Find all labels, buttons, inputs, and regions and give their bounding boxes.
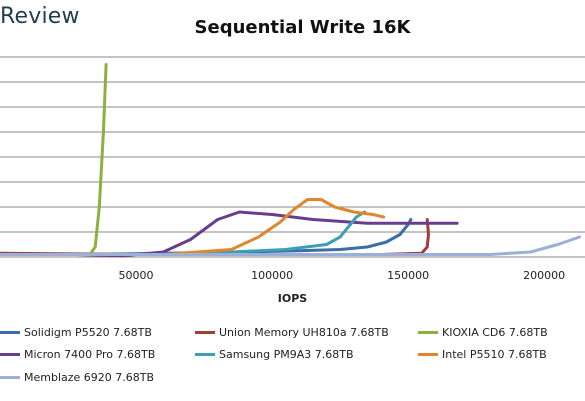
legend-label: Union Memory UH810a 7.68TB <box>219 326 389 339</box>
legend-item: Samsung PM9A3 7.68TB <box>195 348 354 361</box>
legend-swatch <box>0 376 20 379</box>
series-line <box>167 210 367 256</box>
x-axis-label: IOPS <box>278 292 308 305</box>
legend-label: KIOXIA CD6 7.68TB <box>442 326 548 339</box>
logo-text: Review <box>0 4 80 29</box>
x-tick-label: 100000 <box>251 269 293 282</box>
legend-label: Memblaze 6920 7.68TB <box>24 371 155 384</box>
legend-swatch <box>0 331 20 334</box>
chart-title: Sequential Write 16K <box>194 17 411 38</box>
legend-item: Solidigm P5520 7.68TB <box>0 326 152 339</box>
legend-label: Intel P5510 7.68TB <box>442 348 547 361</box>
x-tick-label: 50000 <box>119 269 154 282</box>
legend-label: Micron 7400 Pro 7.68TB <box>24 348 156 361</box>
legend-item: KIOXIA CD6 7.68TB <box>418 326 548 339</box>
legend-item: Micron 7400 Pro 7.68TB <box>0 348 155 361</box>
series-line <box>161 198 386 256</box>
legend-item: Union Memory UH810a 7.68TB <box>195 326 389 339</box>
legend-item: Intel P5510 7.68TB <box>418 348 547 361</box>
x-tick-label: 150000 <box>387 269 429 282</box>
x-tick-label: 200000 <box>523 269 565 282</box>
legend-label: Samsung PM9A3 7.68TB <box>219 348 354 361</box>
legend-swatch <box>195 331 215 334</box>
series-line <box>88 63 108 256</box>
series-line <box>88 218 413 256</box>
legend-item: Memblaze 6920 7.68TB <box>0 371 154 384</box>
legend-swatch <box>418 353 438 356</box>
legend-swatch <box>418 331 438 334</box>
legend-label: Solidigm P5520 7.68TB <box>24 326 152 339</box>
legend-swatch <box>0 353 20 356</box>
series-line <box>0 235 582 256</box>
legend-swatch <box>195 353 215 356</box>
